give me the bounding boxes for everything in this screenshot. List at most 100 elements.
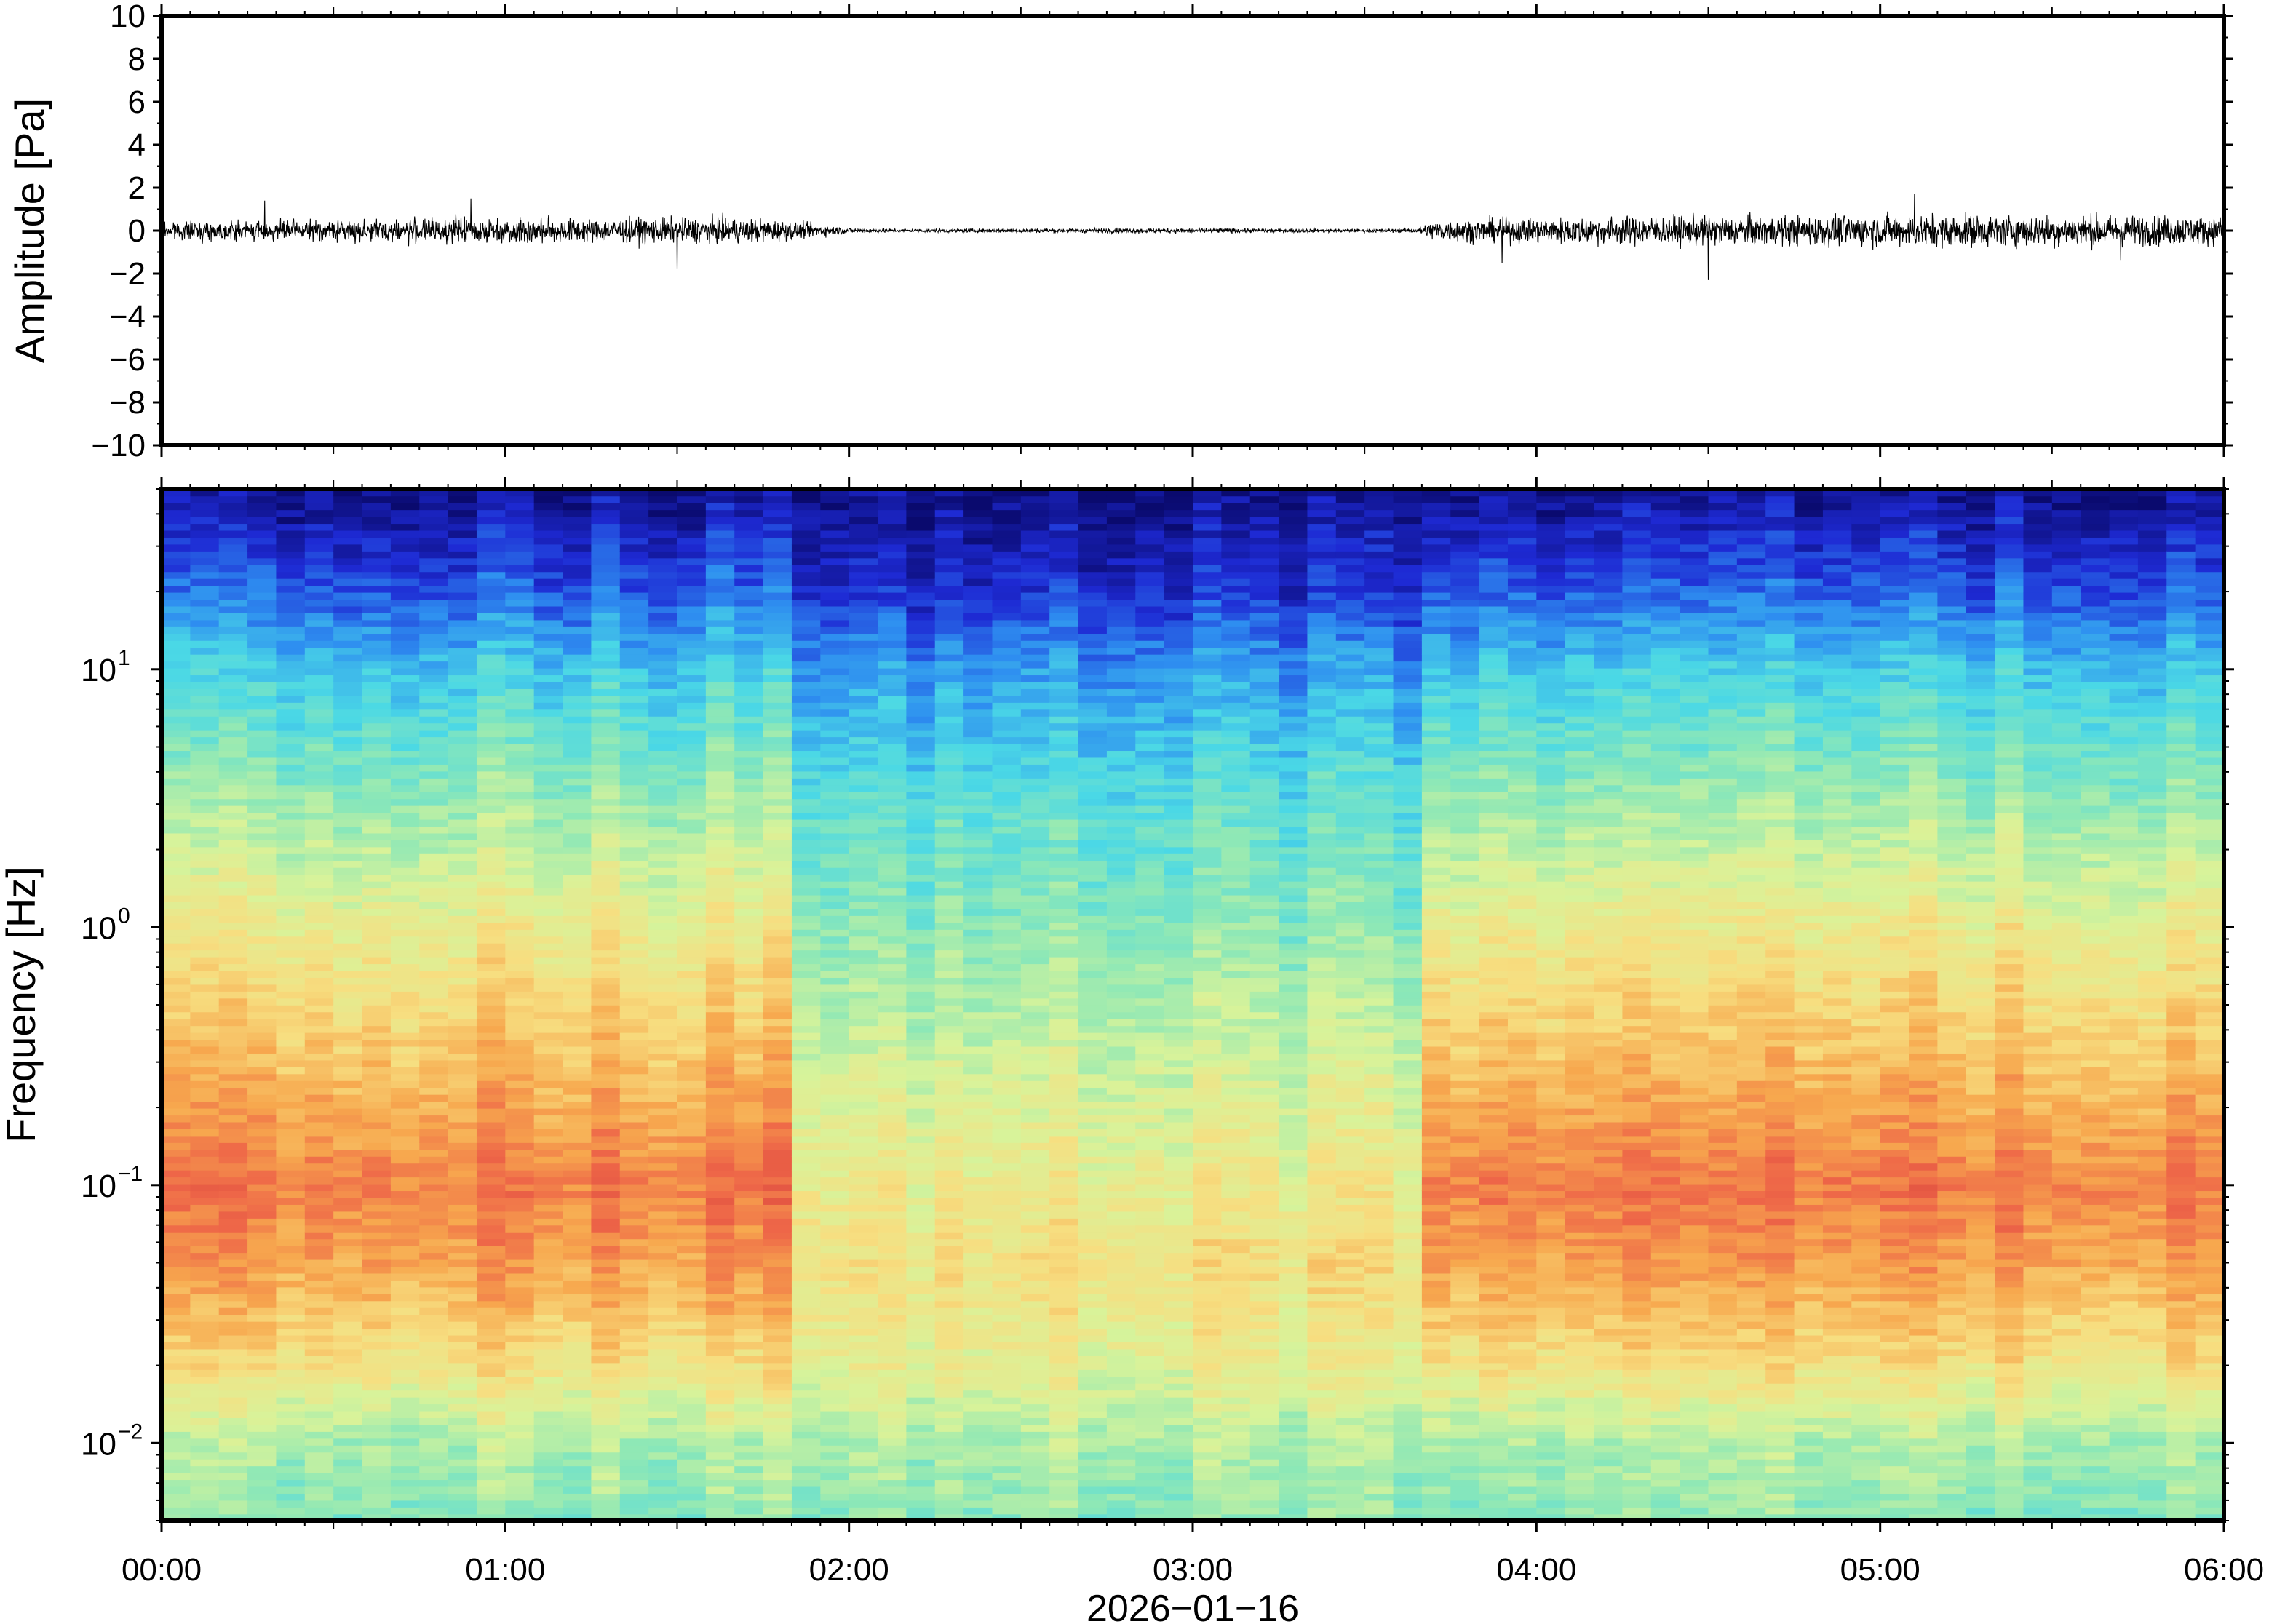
spectrogram-cell xyxy=(763,592,792,600)
spectrogram-cell xyxy=(390,1438,421,1446)
spectrogram-cell xyxy=(791,1094,822,1102)
spectrogram-cell xyxy=(448,1404,477,1412)
spectrogram-cell xyxy=(218,571,248,579)
spectrogram-cell xyxy=(362,956,392,965)
spectrogram-cell xyxy=(820,1500,850,1508)
spectrogram-cell xyxy=(820,1238,850,1246)
spectrogram-cell xyxy=(734,585,764,593)
spectrogram-cell xyxy=(218,1183,248,1192)
spectrogram-cell xyxy=(333,1356,363,1364)
spectrogram-cell xyxy=(190,729,220,738)
spectrogram-cell xyxy=(849,1334,878,1343)
spectrogram-cell xyxy=(934,1107,964,1116)
spectrogram-cell xyxy=(648,1404,678,1412)
spectrogram-cell xyxy=(162,1046,191,1054)
spectrogram-cell xyxy=(362,1032,392,1040)
spectrogram-cell xyxy=(563,1376,592,1384)
spectrogram-cell xyxy=(476,1094,506,1102)
spectrogram-cell xyxy=(476,1149,506,1157)
spectrogram-cell xyxy=(619,1273,649,1281)
spectrogram-cell xyxy=(734,1438,764,1446)
spectrogram-cell xyxy=(1049,640,1079,648)
spectrogram-cell xyxy=(648,1163,678,1171)
spectrogram-cell xyxy=(591,1067,621,1075)
spectrogram-cell xyxy=(448,1107,477,1116)
spectrogram-cell xyxy=(390,826,421,834)
spectrogram-cell xyxy=(763,970,792,978)
spectrogram-cell xyxy=(763,743,792,752)
spectrogram-cell xyxy=(648,1342,678,1350)
spectrogram-cell xyxy=(218,1011,248,1019)
spectrogram-cell xyxy=(419,977,449,985)
spectrogram-cell xyxy=(162,619,191,627)
spectrogram-cell xyxy=(448,1328,477,1336)
spectrogram-cell xyxy=(1049,812,1079,820)
spectrogram-cell xyxy=(505,942,535,951)
spectrogram-cell xyxy=(705,1334,736,1343)
spectrogram-cell xyxy=(247,1342,277,1350)
spectrogram-cell xyxy=(963,1376,993,1384)
spectrogram-cell xyxy=(247,509,277,517)
spectrogram-cell xyxy=(362,791,392,800)
spectrogram-cell xyxy=(218,1396,248,1405)
spectrogram-cell xyxy=(505,991,535,999)
spectrogram-cell xyxy=(1020,544,1050,552)
spectrogram-cell xyxy=(648,1032,678,1040)
spectrogram-cell xyxy=(992,585,1022,593)
spectrogram-cell xyxy=(591,1252,621,1260)
spectrogram-cell xyxy=(763,764,792,772)
spectrogram-cell xyxy=(563,1369,592,1377)
spectrogram-cell xyxy=(934,880,964,889)
spectrogram-cell xyxy=(619,1046,649,1054)
spectrogram-cell xyxy=(963,929,993,937)
spectrogram-cell xyxy=(362,819,392,827)
spectrogram-cell xyxy=(591,619,621,627)
spectrogram-cell xyxy=(763,557,792,565)
spectrogram-cell xyxy=(419,764,449,772)
spectrogram-cell xyxy=(1020,826,1050,834)
spectrogram-cell xyxy=(563,647,592,655)
spectrogram-cell xyxy=(304,1018,334,1027)
spectrogram-cell xyxy=(849,489,878,497)
spectrogram-cell xyxy=(276,894,306,902)
spectrogram-cell xyxy=(304,888,334,896)
spectrogram-cell xyxy=(419,826,449,834)
spectrogram-cell xyxy=(591,867,621,875)
spectrogram-cell xyxy=(563,929,592,937)
spectrogram-cell xyxy=(563,1190,592,1198)
spectrogram-cell xyxy=(190,1342,220,1350)
spectrogram-cell xyxy=(849,984,878,992)
spectrogram-cell xyxy=(247,894,277,902)
spectrogram-cell xyxy=(849,1431,878,1439)
spectrogram-cell xyxy=(247,1115,277,1123)
spectrogram-cell xyxy=(591,805,621,813)
spectrogram-cell xyxy=(533,1286,563,1294)
spectrogram-cell xyxy=(533,1238,563,1246)
spectrogram-cell xyxy=(448,1238,477,1246)
spectrogram-cell xyxy=(563,1513,592,1521)
spectrogram-cell xyxy=(763,771,792,779)
spectrogram-cell xyxy=(619,1500,649,1508)
spectrogram-cells xyxy=(162,489,2224,1521)
spectrogram-cell xyxy=(906,647,936,655)
spectrogram-cell xyxy=(448,702,477,710)
spectrogram-cell xyxy=(533,798,563,806)
spectrogram-cell xyxy=(820,942,850,951)
spectrogram-cell xyxy=(619,936,649,944)
spectrogram-cell xyxy=(1020,840,1050,848)
spectrogram-cell xyxy=(992,743,1022,752)
spectrogram-cell xyxy=(591,771,621,779)
spectrogram-cell xyxy=(448,1231,477,1240)
spectrogram-cell xyxy=(448,1321,477,1329)
spectrogram-cell xyxy=(190,1438,220,1446)
spectrogram-cell xyxy=(648,551,678,559)
spectrogram-cell xyxy=(619,1087,649,1095)
spectrogram-cell xyxy=(563,1342,592,1350)
spectrogram-cell xyxy=(763,1183,792,1192)
spectrogram-cell xyxy=(619,544,649,552)
spectrogram-cell xyxy=(878,1259,907,1267)
spectrogram-cell xyxy=(390,599,421,607)
spectrogram-cell xyxy=(591,1005,621,1013)
spectrogram-cell xyxy=(591,1142,621,1150)
spectrogram-cell xyxy=(849,1321,878,1329)
